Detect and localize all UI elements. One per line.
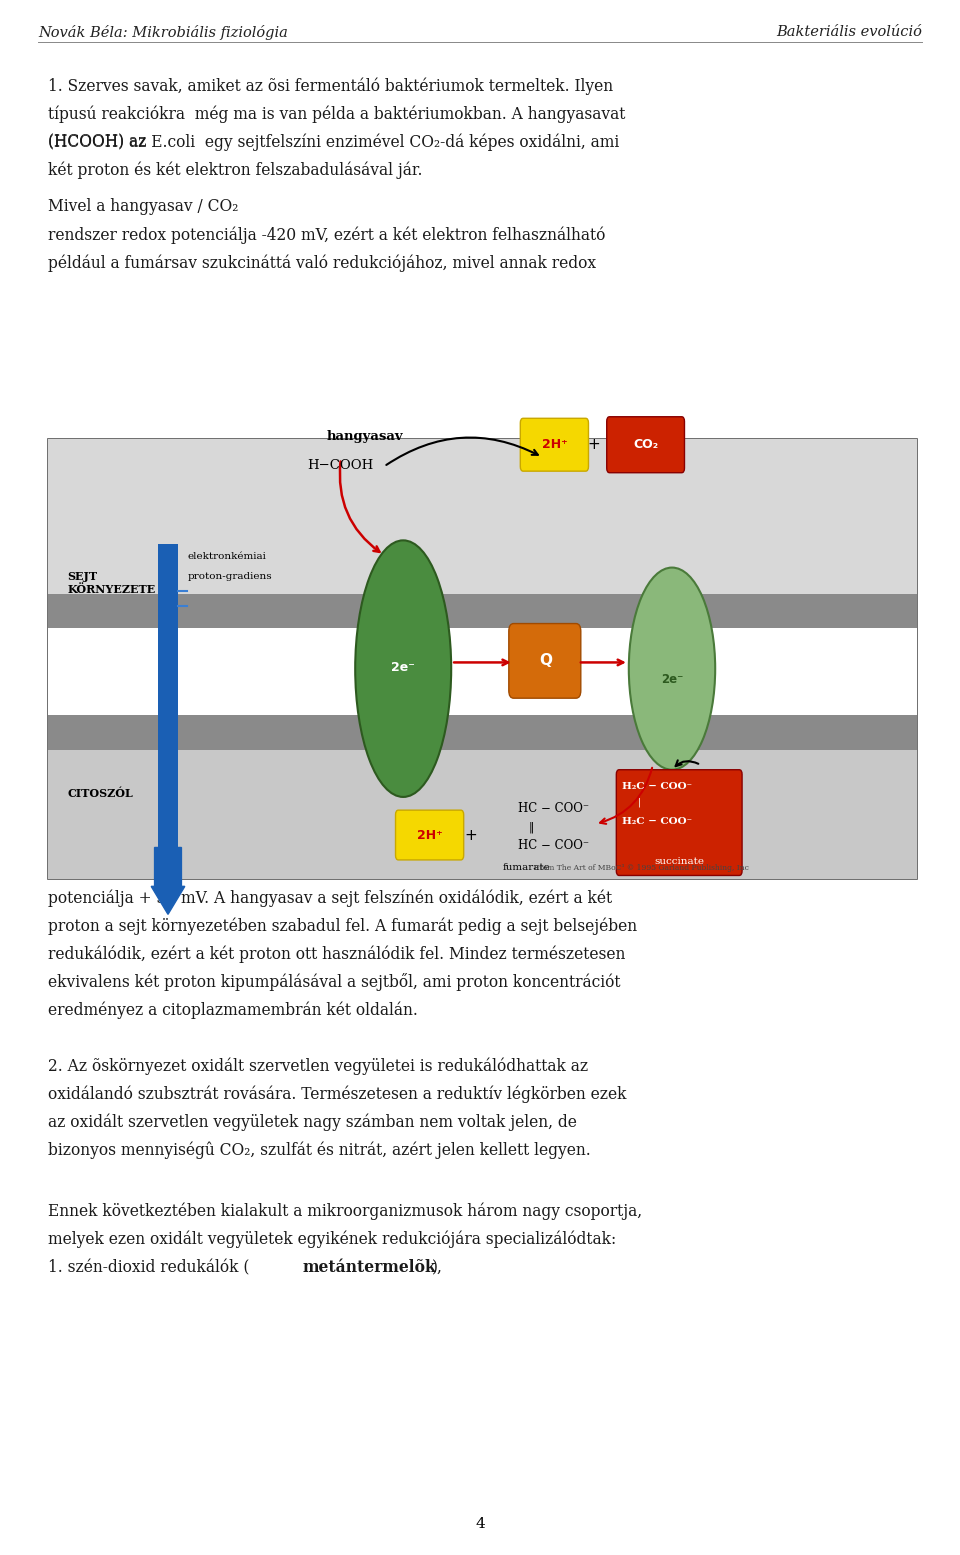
Text: SEJT
KÖRNYEZETE: SEJT KÖRNYEZETE bbox=[67, 571, 156, 596]
Text: eredményez a citoplazmamembrán két oldalán.: eredményez a citoplazmamembrán két oldal… bbox=[48, 1001, 418, 1019]
Bar bbox=[158, 544, 178, 847]
Bar bbox=[48, 439, 917, 594]
Bar bbox=[48, 750, 917, 879]
Text: +: + bbox=[464, 827, 477, 843]
Text: HC − COO⁻: HC − COO⁻ bbox=[518, 802, 589, 815]
Text: hangyasav: hangyasav bbox=[326, 431, 403, 443]
Text: Novák Béla: Mikrobiális fiziológia: Novák Béla: Mikrobiális fiziológia bbox=[38, 25, 288, 40]
Text: bizonyos mennyiségû CO₂, szulfát és nitrát, azért jelen kellett legyen.: bizonyos mennyiségû CO₂, szulfát és nitr… bbox=[48, 1141, 590, 1158]
Text: ),: ), bbox=[432, 1260, 443, 1277]
Text: proton a sejt környezetében szabadul fel. A fumarát pedig a sejt belsejében: proton a sejt környezetében szabadul fel… bbox=[48, 917, 637, 935]
Ellipse shape bbox=[629, 568, 715, 770]
FancyBboxPatch shape bbox=[607, 417, 684, 473]
Bar bbox=[48, 715, 917, 750]
Bar bbox=[48, 628, 917, 715]
Text: az oxidált szervetlen vegyületek nagy számban nem voltak jelen, de: az oxidált szervetlen vegyületek nagy sz… bbox=[48, 1113, 577, 1130]
Text: 2e⁻: 2e⁻ bbox=[660, 673, 684, 686]
Text: potenciálja + 30 mV. A hangyasav a sejt felszínén oxidálódik, ezért a két: potenciálja + 30 mV. A hangyasav a sejt … bbox=[48, 889, 612, 907]
Text: CO₂: CO₂ bbox=[634, 439, 659, 451]
Text: H₂C − COO⁻: H₂C − COO⁻ bbox=[622, 816, 692, 826]
Text: metántermelõk: metántermelõk bbox=[302, 1260, 436, 1277]
Text: Bakteriális evolúció: Bakteriális evolúció bbox=[776, 25, 922, 39]
Text: ekvivalens két proton kipumpálásával a sejtből, ami proton koncentrációt: ekvivalens két proton kipumpálásával a s… bbox=[48, 973, 620, 992]
Text: H₂C − COO⁻: H₂C − COO⁻ bbox=[622, 782, 692, 791]
Text: ‖: ‖ bbox=[529, 821, 535, 833]
Text: Q: Q bbox=[539, 653, 552, 669]
FancyBboxPatch shape bbox=[509, 624, 581, 698]
Text: 4: 4 bbox=[475, 1516, 485, 1532]
Bar bbox=[48, 439, 917, 879]
Text: CITOSZÓL: CITOSZÓL bbox=[67, 787, 132, 799]
FancyArrow shape bbox=[151, 847, 184, 914]
Text: típusú reakciókra  még ma is van példa a baktériumokban. A hangyasavat: típusú reakciókra még ma is van példa a … bbox=[48, 106, 625, 123]
Text: proton-gradiens: proton-gradiens bbox=[187, 572, 272, 582]
Text: +: + bbox=[587, 437, 600, 453]
Text: |: | bbox=[637, 798, 640, 807]
Text: 2H⁺: 2H⁺ bbox=[542, 439, 567, 451]
Text: 1. szén-dioxid redukálók (: 1. szén-dioxid redukálók ( bbox=[48, 1260, 250, 1277]
Text: HC − COO⁻: HC − COO⁻ bbox=[518, 840, 589, 852]
Text: melyek ezen oxidált vegyületek egyikének redukciójára specializálódtak:: melyek ezen oxidált vegyületek egyikének… bbox=[48, 1232, 616, 1249]
Text: 2H⁺: 2H⁺ bbox=[418, 829, 443, 841]
Text: Mivel a hangyasav / CO₂: Mivel a hangyasav / CO₂ bbox=[48, 197, 238, 215]
Text: fumarate: fumarate bbox=[502, 863, 550, 872]
Text: oxidálandó szubsztrát rovására. Természetesen a reduktív légkörben ezek: oxidálandó szubsztrát rovására. Természe… bbox=[48, 1085, 627, 1102]
Ellipse shape bbox=[355, 541, 451, 798]
Text: 1. Szerves savak, amiket az õsi fermentáló baktériumok termeltek. Ilyen: 1. Szerves savak, amiket az õsi fermentá… bbox=[48, 78, 613, 95]
Text: 2. Az õskörnyezet oxidált szervetlen vegyületei is redukálódhattak az: 2. Az õskörnyezet oxidált szervetlen veg… bbox=[48, 1057, 588, 1075]
FancyBboxPatch shape bbox=[396, 810, 464, 860]
Text: succinate: succinate bbox=[655, 857, 705, 866]
Text: Ennek következtében kialakult a mikroorganizmusok három nagy csoportja,: Ennek következtében kialakult a mikroorg… bbox=[48, 1204, 642, 1221]
FancyBboxPatch shape bbox=[520, 418, 588, 471]
Bar bbox=[48, 628, 917, 715]
Text: H−COOH: H−COOH bbox=[307, 459, 374, 471]
Text: (HCOOH) az: (HCOOH) az bbox=[48, 134, 152, 151]
Text: például a fumársav szukcináttá való redukciójához, mivel annak redox: például a fumársav szukcináttá való redu… bbox=[48, 253, 596, 272]
Text: From The Art of MBoC³ © 1995 Garland Publishing, Inc: From The Art of MBoC³ © 1995 Garland Pub… bbox=[534, 865, 749, 872]
Text: (HCOOH) az E.coli  egy sejtfelszíni enzimével CO₂-dá képes oxidálni, ami: (HCOOH) az E.coli egy sejtfelszíni enzim… bbox=[48, 134, 619, 151]
FancyBboxPatch shape bbox=[616, 770, 742, 875]
Text: rendszer redox potenciálja -420 mV, ezért a két elektron felhasználható: rendszer redox potenciálja -420 mV, ezér… bbox=[48, 225, 606, 244]
Text: redukálódik, ezért a két proton ott használódik fel. Mindez természetesen: redukálódik, ezért a két proton ott hasz… bbox=[48, 945, 625, 963]
Text: két proton és két elektron felszabadulásával jár.: két proton és két elektron felszabadulás… bbox=[48, 162, 422, 179]
Text: elektronkémiai: elektronkémiai bbox=[187, 552, 266, 561]
Bar bbox=[48, 594, 917, 628]
Text: 2e⁻: 2e⁻ bbox=[392, 661, 415, 673]
